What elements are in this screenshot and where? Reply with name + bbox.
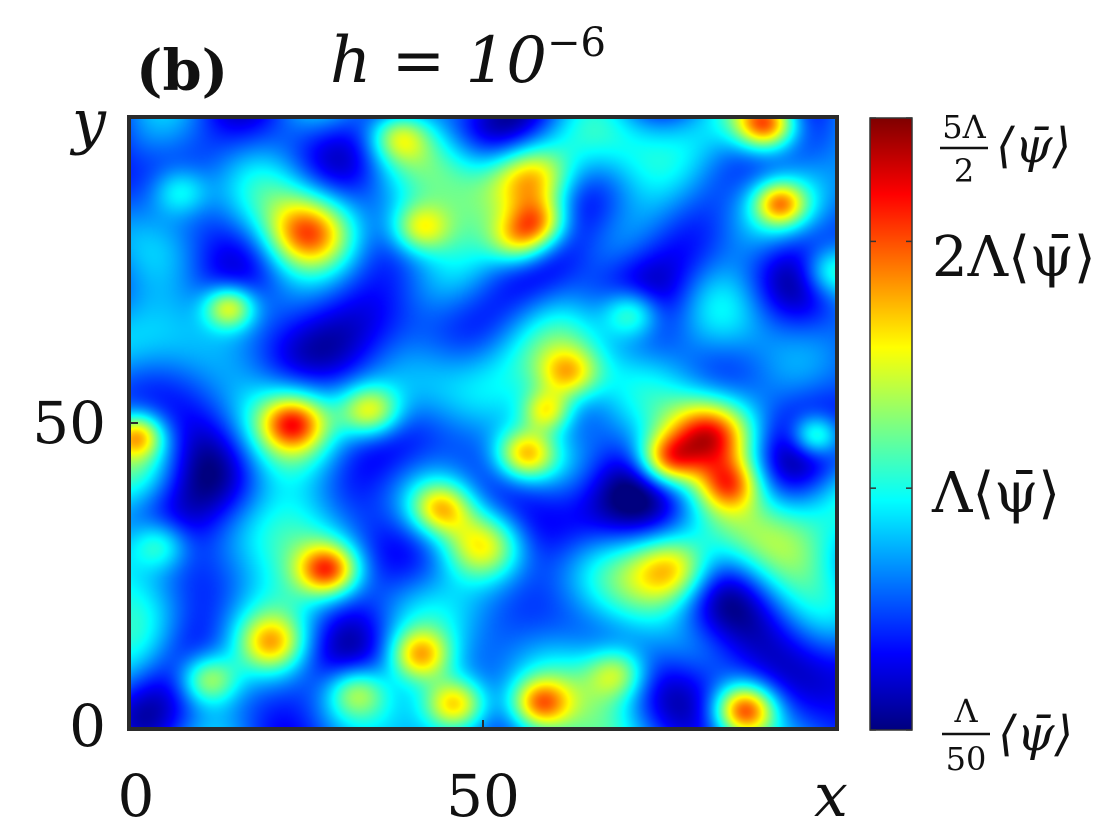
x-axis-ticks: 0 50 [118, 720, 520, 830]
colorbar-top-denominator: 2 [954, 152, 974, 190]
colorbar-top-numerator: 5Λ [942, 108, 986, 146]
x-tick-label: 0 [118, 762, 155, 830]
chart-title-lhs: h = 10 [330, 24, 547, 98]
y-tick-label: 50 [32, 389, 106, 457]
colorbar-bottom-numerator: Λ [953, 692, 978, 730]
plot-frame [127, 115, 839, 731]
heatmap-field [130, 118, 836, 728]
x-axis-label: x [814, 761, 848, 831]
y-tick-label: 0 [69, 692, 106, 760]
colorbar-ticks [870, 117, 912, 731]
colorbar-label-two: 2Λ⟨ψ̄⟩ [932, 225, 1096, 290]
chart-title-exponent: −6 [547, 20, 606, 66]
colorbar-label-bottom: Λ 50 ⟨ψ̄⟩ [942, 692, 1073, 778]
x-tick-label: 50 [446, 762, 520, 830]
colorbar-bottom-mean-psi: ⟨ψ̄⟩ [998, 706, 1073, 762]
colorbar-label-top: 5Λ 2 ⟨ψ̄⟩ [940, 108, 1071, 190]
chart-title: h = 10−6 [330, 20, 606, 98]
colorbar [870, 118, 912, 730]
colorbar-top-mean-psi: ⟨ψ̄⟩ [996, 118, 1071, 174]
heatmap-container [130, 118, 836, 728]
panel-label: (b) [136, 38, 228, 104]
colorbar-label-one: Λ⟨ψ̄⟩ [931, 461, 1060, 526]
colorbar-frame [869, 117, 913, 731]
colorbar-bottom-denominator: 50 [946, 740, 987, 778]
y-axis-label: y [69, 87, 107, 157]
y-axis-ticks: 0 50 [32, 389, 138, 760]
